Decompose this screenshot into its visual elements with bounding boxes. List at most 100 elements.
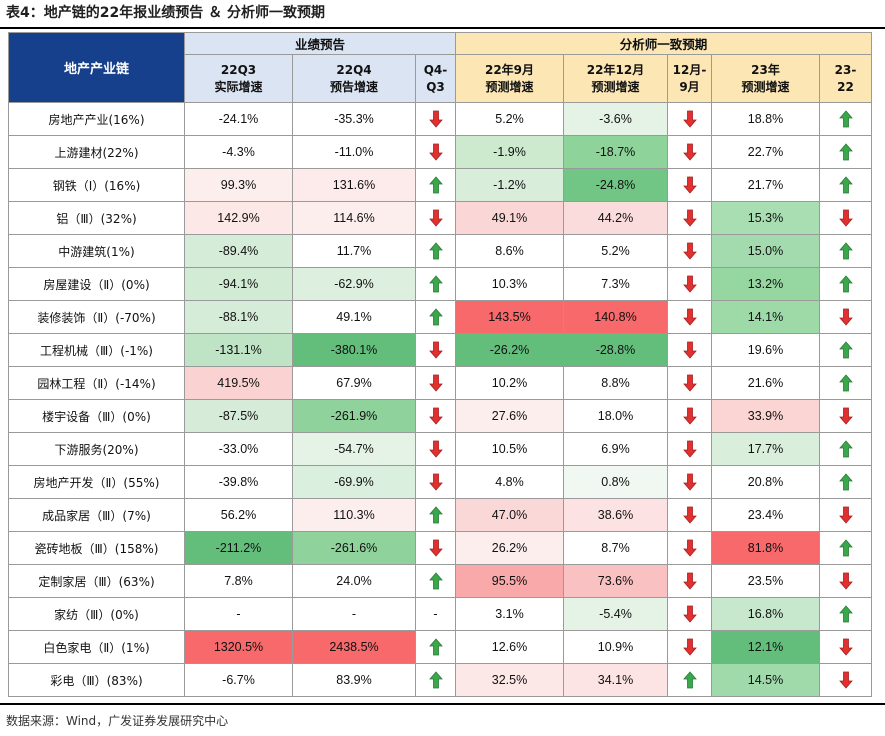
q4-q3-arrow-down-icon [415, 465, 456, 499]
dec-sep-arrow-down-icon [667, 432, 712, 466]
table-row: 房地产开发（Ⅱ）(55%) -39.8% -69.9% 4.8% 0.8% 20.8% [8, 465, 872, 499]
cell-22-dec: -28.8% [563, 333, 668, 367]
industry-name: 白色家电（Ⅱ）(1%) [8, 630, 185, 664]
y23-22-arrow-up-icon [819, 168, 872, 202]
q4-q3-arrow-down-icon [415, 366, 456, 400]
cell-22q3: -87.5% [184, 399, 293, 433]
cell-23: 33.9% [711, 399, 820, 433]
q4-q3-arrow-up-icon [415, 267, 456, 301]
cell-23: 17.7% [711, 432, 820, 466]
cell-22q4: -35.3% [292, 102, 416, 136]
dec-sep-arrow-down-icon [667, 366, 712, 400]
y23-22-arrow-up-icon [819, 366, 872, 400]
cell-23: 20.8% [711, 465, 820, 499]
cell-22-sep: 27.6% [455, 399, 564, 433]
table-row: 楼宇设备（Ⅲ）(0%) -87.5% -261.9% 27.6% 18.0% 33.9% [8, 399, 872, 433]
table-title: 表4：地产链的22年报业绩预告 ＆ 分析师一致预期 [6, 5, 325, 21]
table-row: 定制家居（Ⅲ）(63%) 7.8% 24.0% 95.5% 73.6% 23.5% [8, 564, 872, 598]
top-rule [0, 27, 885, 29]
q4-q3-arrow-up-icon [415, 234, 456, 268]
q4-q3-arrow-down-icon [415, 432, 456, 466]
table-row: 房地产产业(16%) -24.1% -35.3% 5.2% -3.6% 18.8% [8, 102, 872, 136]
cell-22q4: 49.1% [292, 300, 416, 334]
cell-23: 21.6% [711, 366, 820, 400]
cell-22q3: -24.1% [184, 102, 293, 136]
q4-q3-arrow-up-icon [415, 300, 456, 334]
cell-22-sep: 12.6% [455, 630, 564, 664]
industry-name: 房屋建设（Ⅱ）(0%) [8, 267, 185, 301]
y23-22-arrow-up-icon [819, 432, 872, 466]
q4-q3-arrow-down-icon [415, 531, 456, 565]
table-row: 成品家居（Ⅲ）(7%) 56.2% 110.3% 47.0% 38.6% 23.4% [8, 498, 872, 532]
industry-name: 钢铁（Ⅰ）(16%) [8, 168, 185, 202]
cell-22q3: -39.8% [184, 465, 293, 499]
cell-22-sep: 143.5% [455, 300, 564, 334]
dec-sep-arrow-up-icon [667, 663, 712, 697]
table-row: 铝（Ⅲ）(32%) 142.9% 114.6% 49.1% 44.2% 15.3% [8, 201, 872, 235]
cell-22-dec: 0.8% [563, 465, 668, 499]
industry-name: 楼宇设备（Ⅲ）(0%) [8, 399, 185, 433]
header-22-sep: 22年9月 预测增速 [455, 54, 564, 103]
y23-22-arrow-down-icon [819, 498, 872, 532]
industry-name: 下游服务(20%) [8, 432, 185, 466]
dec-sep-arrow-down-icon [667, 168, 712, 202]
q4-q3-arrow-up-icon [415, 498, 456, 532]
y23-22-arrow-up-icon [819, 267, 872, 301]
cell-23: 19.6% [711, 333, 820, 367]
q4-q3-arrow-up-icon [415, 630, 456, 664]
table-row: 瓷砖地板（Ⅲ）(158%) -211.2% -261.6% 26.2% 8.7% 81.8… [8, 531, 872, 565]
y23-22-arrow-up-icon [819, 234, 872, 268]
q4-q3-arrow-down-icon [415, 135, 456, 169]
industry-name: 装修装饰（Ⅱ）(-70%) [8, 300, 185, 334]
dec-sep-arrow-down-icon [667, 564, 712, 598]
cell-22-sep: 95.5% [455, 564, 564, 598]
y23-22-arrow-up-icon [819, 333, 872, 367]
y23-22-arrow-down-icon [819, 564, 872, 598]
cell-22q4: 114.6% [292, 201, 416, 235]
industry-name: 彩电（Ⅲ）(83%) [8, 663, 185, 697]
cell-22q3: -94.1% [184, 267, 293, 301]
header-23-minus-22: 23- 22 [819, 54, 872, 103]
cell-22q3: -4.3% [184, 135, 293, 169]
cell-22-dec: 18.0% [563, 399, 668, 433]
y23-22-arrow-up-icon [819, 597, 872, 631]
y23-22-arrow-up-icon [819, 531, 872, 565]
cell-22-dec: -24.8% [563, 168, 668, 202]
cell-22-dec: 38.6% [563, 498, 668, 532]
cell-22q4: 110.3% [292, 498, 416, 532]
cell-22q3: 7.8% [184, 564, 293, 598]
cell-23: 81.8% [711, 531, 820, 565]
q4-q3-arrow-down-icon [415, 201, 456, 235]
cell-22q4: 2438.5% [292, 630, 416, 664]
cell-22-dec: -5.4% [563, 597, 668, 631]
y23-22-arrow-down-icon [819, 663, 872, 697]
cell-22q3: 419.5% [184, 366, 293, 400]
cell-22q4: -62.9% [292, 267, 416, 301]
cell-23: 14.5% [711, 663, 820, 697]
cell-22q4: 67.9% [292, 366, 416, 400]
cell-22-sep: 8.6% [455, 234, 564, 268]
cell-22q4: 11.7% [292, 234, 416, 268]
dec-sep-arrow-down-icon [667, 531, 712, 565]
cell-23: 22.7% [711, 135, 820, 169]
dec-sep-arrow-down-icon [667, 102, 712, 136]
cell-22-dec: 73.6% [563, 564, 668, 598]
dec-sep-arrow-down-icon [667, 201, 712, 235]
dec-sep-arrow-down-icon [667, 300, 712, 334]
dec-sep-arrow-down-icon [667, 333, 712, 367]
cell-22-sep: 32.5% [455, 663, 564, 697]
dec-sep-arrow-down-icon [667, 135, 712, 169]
cell-23: 12.1% [711, 630, 820, 664]
cell-22-sep: 10.5% [455, 432, 564, 466]
cell-22q3: -6.7% [184, 663, 293, 697]
cell-22q3: 142.9% [184, 201, 293, 235]
cell-22q4: 131.6% [292, 168, 416, 202]
cell-22-dec: 44.2% [563, 201, 668, 235]
cell-22-sep: 4.8% [455, 465, 564, 499]
bottom-rule [0, 703, 885, 705]
cell-22q4: 83.9% [292, 663, 416, 697]
y23-22-arrow-up-icon [819, 135, 872, 169]
table-row: 房屋建设（Ⅱ）(0%) -94.1% -62.9% 10.3% 7.3% 13.2% [8, 267, 872, 301]
header-q4-q3: Q4- Q3 [415, 54, 456, 103]
industry-name: 成品家居（Ⅲ）(7%) [8, 498, 185, 532]
